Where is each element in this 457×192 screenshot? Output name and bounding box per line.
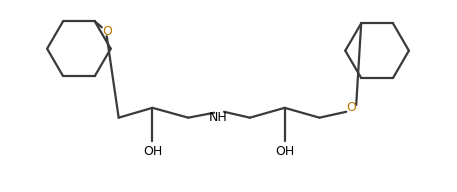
Text: OH: OH bbox=[275, 145, 294, 158]
Text: NH: NH bbox=[209, 111, 228, 124]
Text: O: O bbox=[346, 101, 356, 114]
Text: O: O bbox=[102, 25, 112, 38]
Text: OH: OH bbox=[143, 145, 162, 158]
